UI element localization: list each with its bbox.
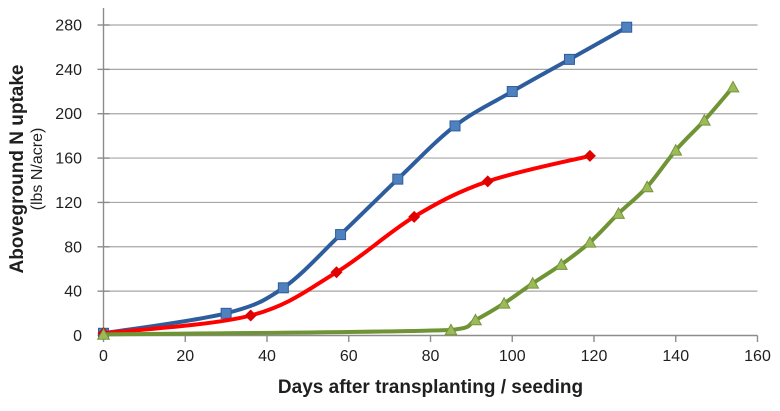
data-point-marker-green-triangles [526, 276, 540, 289]
data-point-marker-blue-squares [335, 229, 347, 241]
x-tick-label-80: 80 [422, 348, 440, 365]
data-point-marker-blue-squares [220, 307, 232, 319]
data-point-marker-green-triangles [468, 313, 483, 326]
x-tick-label-120: 120 [581, 348, 608, 365]
data-point-marker-green-triangles [640, 180, 654, 193]
y-tick-label-0: 0 [73, 328, 82, 345]
data-point-marker-blue-squares [449, 120, 461, 132]
data-point-marker-green-triangles [96, 327, 111, 340]
data-point-marker-red-diamonds [408, 210, 421, 223]
x-tick-label-100: 100 [499, 348, 526, 365]
data-point-marker-green-triangles [583, 235, 597, 248]
data-point-marker-blue-squares [277, 282, 289, 294]
data-point-marker-blue-squares [563, 53, 575, 65]
series-line-red-diamonds [101, 153, 592, 336]
x-tick-label-140: 140 [662, 348, 689, 365]
x-tick-label-20: 20 [176, 348, 194, 365]
data-point-marker-green-triangles [497, 296, 511, 309]
x-tick-label-0: 0 [99, 348, 108, 365]
y-tick-label-40: 40 [64, 284, 82, 301]
data-point-marker-red-diamonds [244, 309, 257, 322]
y-tick-label-200: 200 [55, 106, 82, 123]
y-axis-title: Aboveground N uptake (lbs N/acre) [7, 9, 53, 329]
data-point-marker-green-triangles [669, 143, 683, 156]
y-axis-title-sub: (lbs N/acre) [28, 127, 46, 211]
x-tick-label-60: 60 [340, 348, 358, 365]
data-point-marker-blue-squares [506, 86, 518, 98]
x-tick-label-40: 40 [258, 348, 276, 365]
x-axis-title: Days after transplanting / seeding [277, 377, 584, 398]
y-tick-label-280: 280 [55, 18, 82, 35]
data-point-marker-green-triangles [726, 80, 740, 93]
series-line-green-triangles [101, 85, 735, 337]
data-point-marker-red-diamonds [330, 266, 343, 279]
data-point-marker-green-triangles [444, 323, 458, 336]
data-point-marker-blue-squares [621, 21, 633, 33]
x-tick-label-160: 160 [744, 348, 771, 365]
y-tick-label-160: 160 [55, 151, 82, 168]
data-point-marker-red-diamonds [481, 175, 494, 188]
y-tick-label-80: 80 [64, 239, 82, 256]
data-point-marker-green-triangles [697, 113, 712, 126]
data-point-marker-blue-squares [392, 173, 404, 185]
y-axis-title-main: Aboveground N uptake [7, 64, 28, 274]
y-tick-label-120: 120 [55, 195, 82, 212]
data-point-marker-green-triangles [611, 206, 626, 219]
series-line-blue-squares [101, 25, 629, 336]
data-point-marker-red-diamonds [583, 149, 596, 162]
data-point-marker-green-triangles [554, 257, 568, 270]
y-tick-label-240: 240 [55, 62, 82, 79]
